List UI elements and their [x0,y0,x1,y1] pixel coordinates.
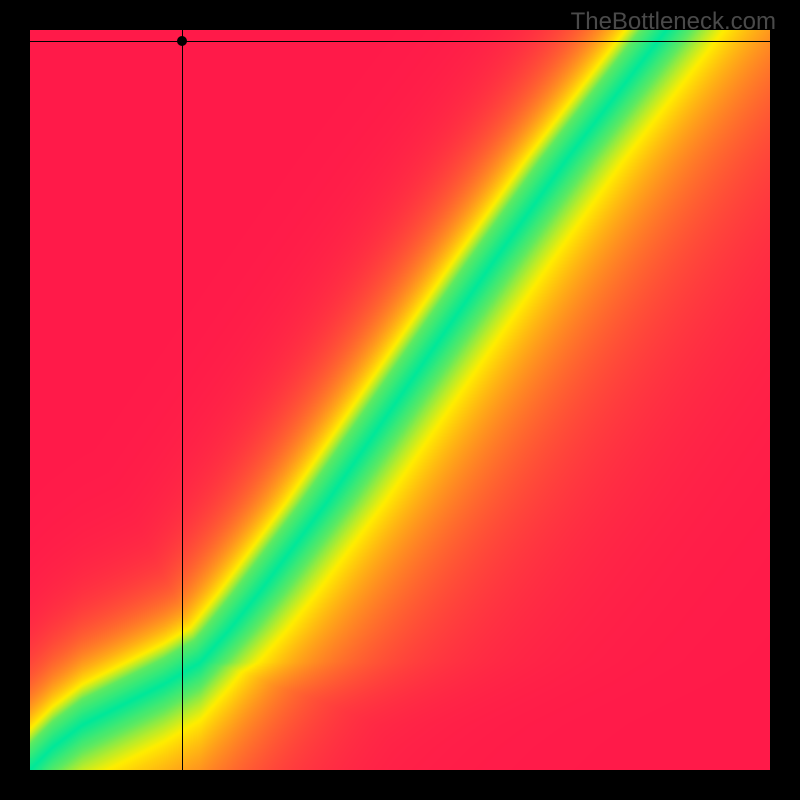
crosshair-horizontal [30,41,770,42]
bottleneck-heatmap [30,30,770,770]
crosshair-vertical [182,30,183,770]
marker-dot [177,36,187,46]
heatmap-canvas [30,30,770,770]
watermark-text: TheBottleneck.com [571,8,776,36]
